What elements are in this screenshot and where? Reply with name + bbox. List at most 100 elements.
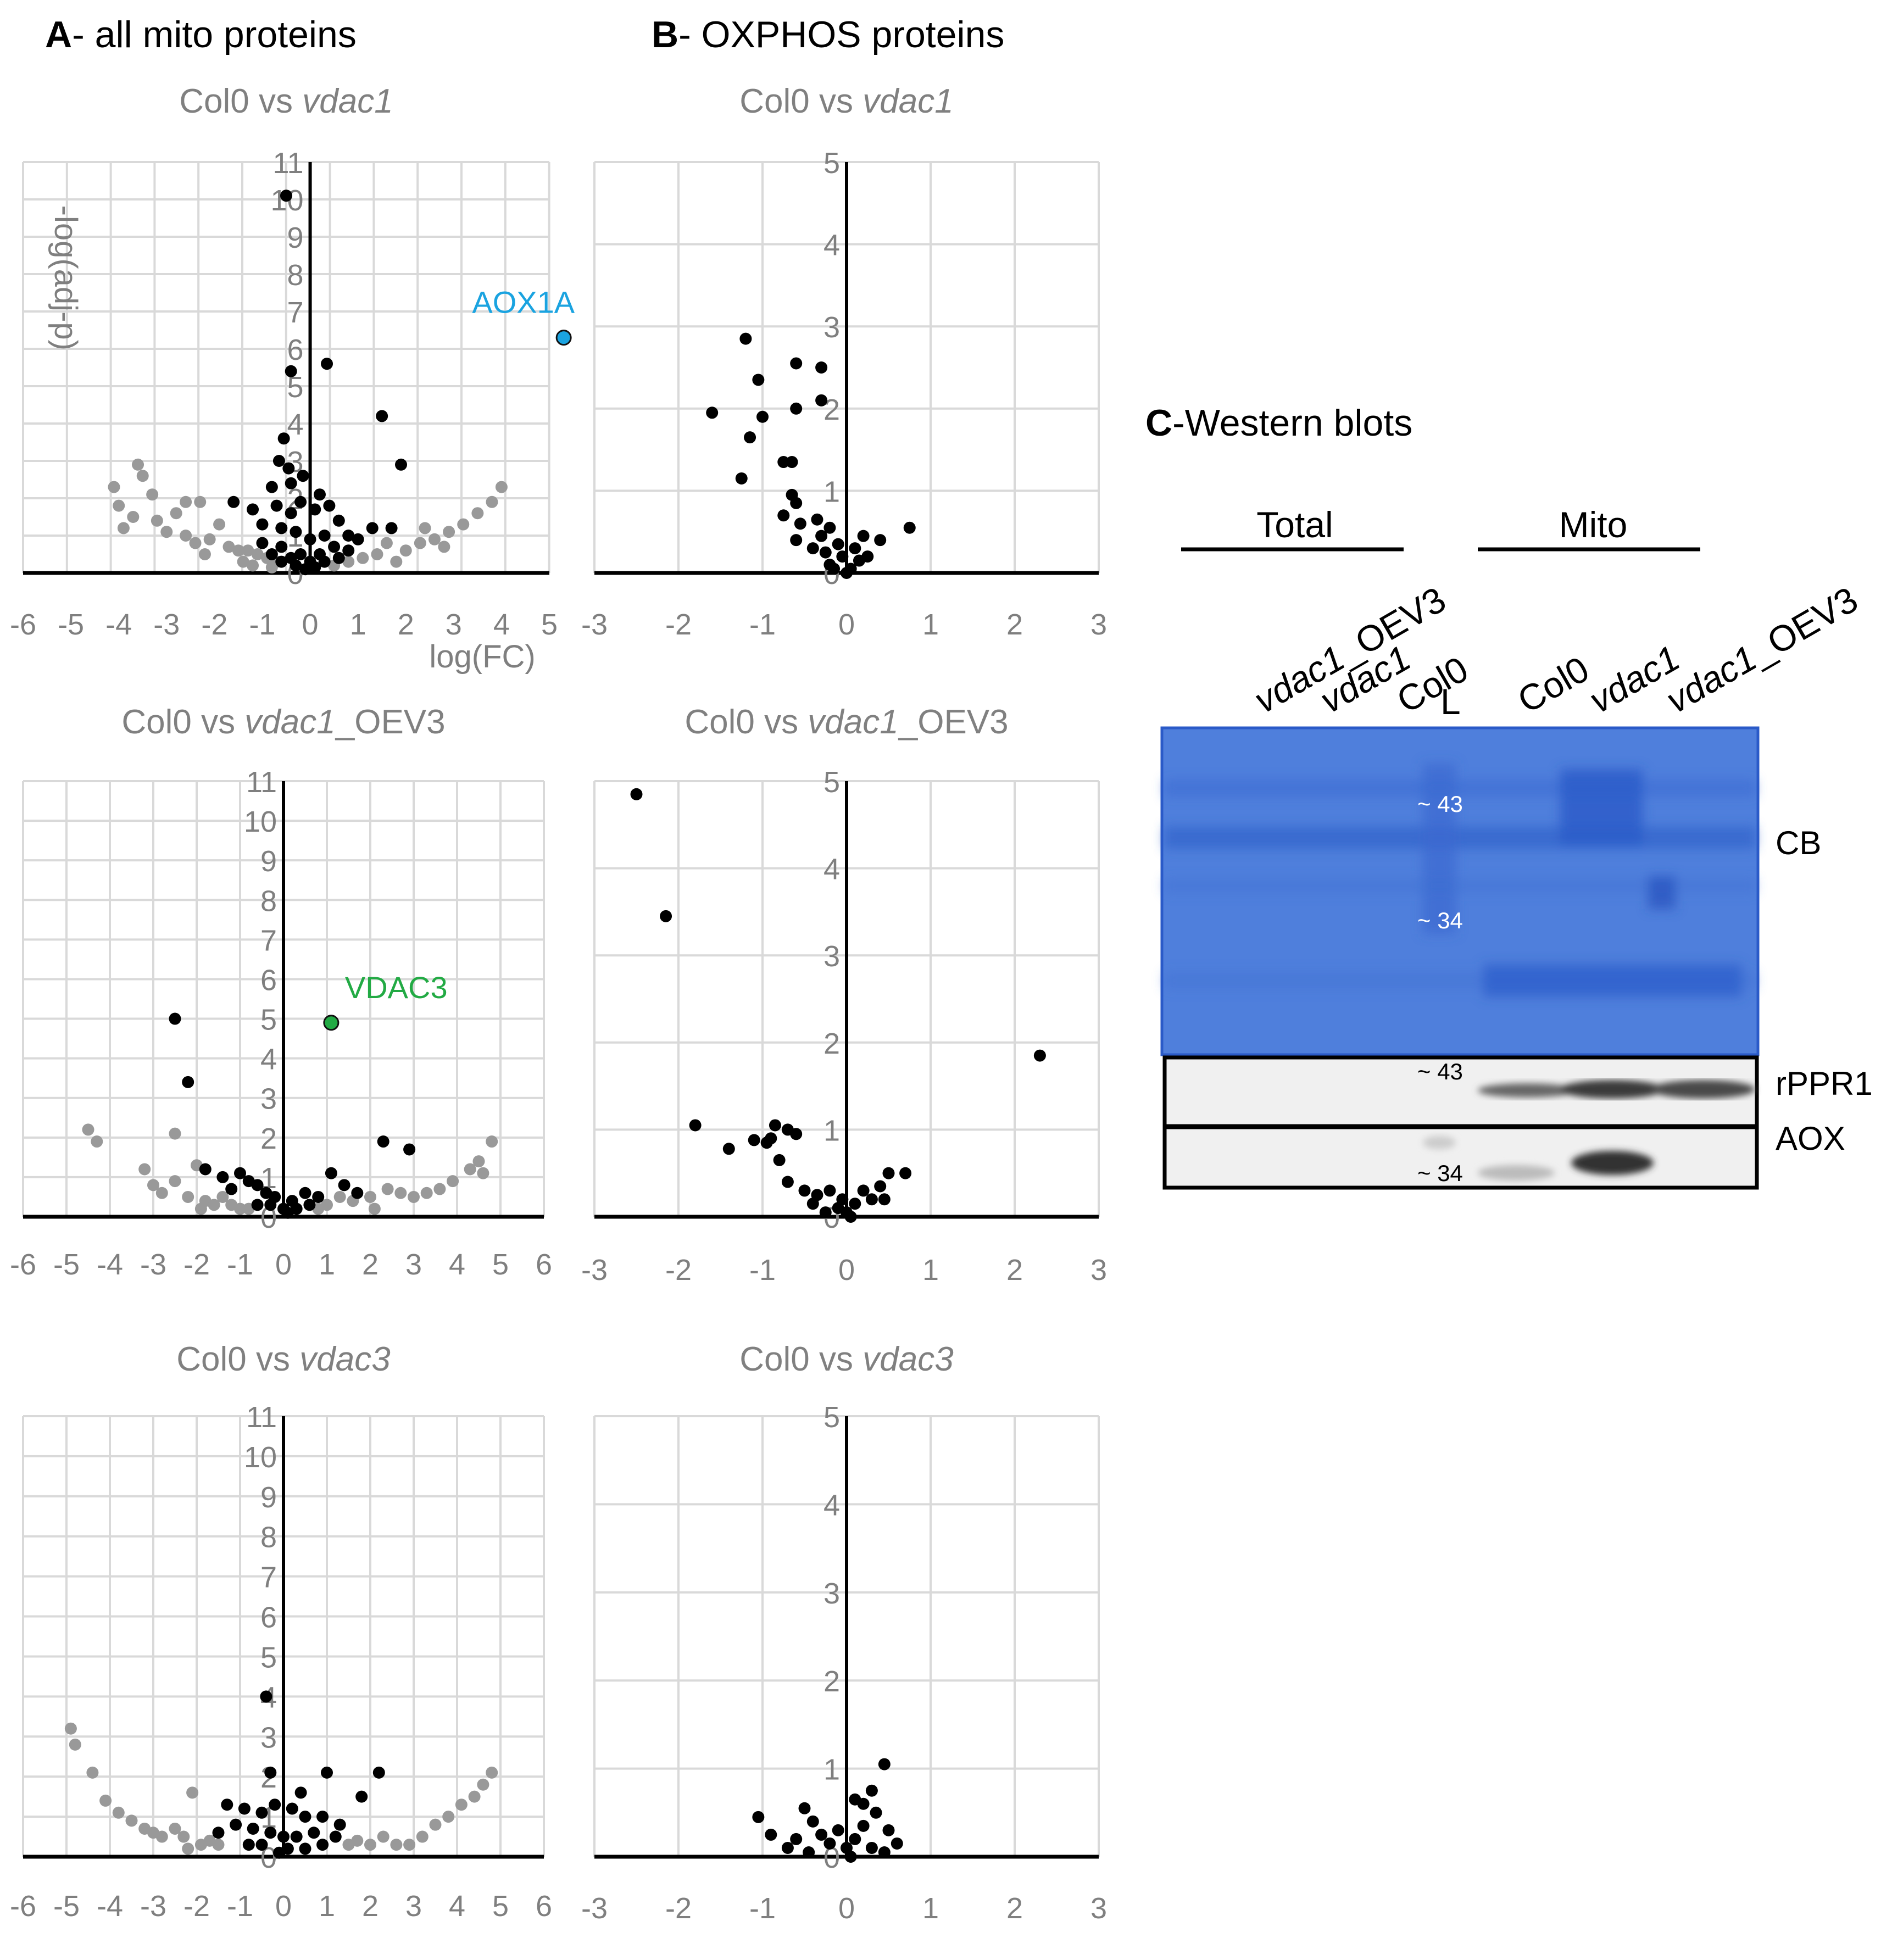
significant-point (280, 190, 292, 202)
volcano-plot-all-mito-vdac3: Col0 vs vdac301234567891011-6-5-4-3-2-10… (10, 1340, 552, 1923)
y-tick-label: 1 (823, 1114, 840, 1147)
significant-point (260, 1690, 272, 1703)
significant-point (316, 1811, 329, 1823)
x-tick-label: -6 (10, 1248, 36, 1281)
non-significant-point (86, 1766, 99, 1779)
significant-point (290, 559, 302, 572)
x-tick-label: -3 (153, 608, 180, 641)
non-significant-point (477, 1778, 489, 1791)
data-points (108, 190, 508, 576)
x-tick-label: -4 (97, 1890, 123, 1923)
non-significant-point (455, 1798, 468, 1811)
significant-point (212, 1827, 225, 1839)
non-significant-point (265, 561, 278, 573)
y-tick-label: 4 (823, 853, 840, 886)
non-significant-point (155, 1187, 168, 1199)
significant-point (338, 1179, 350, 1191)
y-tick-label: 6 (260, 964, 277, 996)
x-tick-label: 2 (1006, 1254, 1023, 1287)
highlighted-label: AOX1A (472, 285, 575, 320)
x-tick-label: -2 (201, 608, 227, 641)
x-tick-label: -2 (665, 1254, 692, 1287)
y-tick-label: 3 (260, 1083, 277, 1116)
chart-title-genotype: vdac1 (862, 82, 953, 120)
x-tick-label: 4 (493, 608, 510, 641)
x-tick-label: 3 (405, 1890, 422, 1923)
significant-point (264, 1766, 277, 1779)
significant-point (372, 1766, 385, 1779)
significant-point (328, 541, 341, 553)
non-significant-point (433, 1183, 446, 1195)
significant-point (270, 499, 283, 512)
x-tick-label: 1 (350, 608, 366, 641)
significant-point (255, 1839, 268, 1851)
significant-point (304, 555, 316, 568)
significant-point (318, 555, 331, 568)
significant-point (794, 517, 806, 530)
y-tick-label: 4 (823, 1489, 840, 1522)
group-label-total: Total (1256, 504, 1333, 545)
non-significant-point (399, 544, 412, 557)
significant-point (265, 481, 278, 493)
significant-point (752, 374, 765, 386)
significant-point (281, 1206, 294, 1219)
significant-point (786, 456, 798, 469)
significant-point (329, 1830, 342, 1843)
significant-point (299, 1811, 311, 1823)
significant-point (777, 509, 790, 522)
significant-point (815, 1828, 828, 1841)
significant-point (256, 537, 269, 549)
chart-title-prefix: Col0 vs (739, 82, 862, 120)
data-points (630, 788, 1046, 1223)
non-significant-point (380, 537, 393, 549)
chart-title-prefix: Col0 vs (685, 703, 808, 741)
significant-point (395, 458, 408, 471)
significant-point (832, 1824, 844, 1836)
panel-b-heading: B- OXPHOS proteins (652, 14, 1004, 55)
significant-point (870, 1806, 882, 1819)
y-tick-label: 7 (260, 924, 277, 957)
significant-point (865, 1841, 878, 1854)
chart-title-genotype: vdac1 (244, 703, 335, 741)
significant-point (819, 546, 832, 559)
significant-point (748, 1134, 760, 1146)
x-tick-label: -3 (581, 608, 608, 641)
chart-title-prefix: Col0 vs (179, 82, 302, 120)
non-significant-point (428, 533, 441, 545)
y-tick-label: 11 (272, 147, 303, 180)
significant-point (308, 1827, 320, 1839)
significant-point (844, 1851, 857, 1863)
x-tick-label: -1 (749, 608, 776, 641)
panel-a-heading: A- all mito proteins (45, 14, 357, 55)
non-significant-point (127, 511, 140, 523)
significant-point (286, 1802, 298, 1815)
significant-point (321, 1766, 333, 1779)
significant-point (823, 1837, 836, 1850)
x-tick-label: 3 (446, 608, 462, 641)
non-significant-point (136, 470, 149, 482)
significant-point (256, 518, 269, 531)
non-significant-point (194, 495, 207, 508)
non-significant-point (364, 1839, 376, 1851)
x-tick-label: 6 (536, 1890, 552, 1923)
significant-point (221, 1798, 233, 1811)
significant-point (230, 1818, 242, 1831)
significant-point (836, 550, 849, 563)
non-significant-point (416, 1830, 429, 1843)
y-tick-label: 6 (260, 1601, 277, 1634)
significant-point (765, 1828, 777, 1841)
non-significant-point (381, 1183, 394, 1195)
cb-label: CB (1776, 825, 1821, 861)
significant-point (264, 1827, 277, 1839)
non-significant-point (169, 1127, 181, 1140)
x-tick-label: -3 (140, 1248, 166, 1281)
significant-point (899, 1167, 912, 1179)
non-significant-point (486, 1135, 498, 1148)
x-tick-label: 3 (1090, 1254, 1107, 1287)
significant-point (225, 1183, 238, 1195)
x-tick-label: 3 (405, 1248, 422, 1281)
group-label-mito: Mito (1559, 504, 1628, 545)
significant-point (269, 1798, 281, 1811)
x-tick-label: 0 (275, 1248, 292, 1281)
